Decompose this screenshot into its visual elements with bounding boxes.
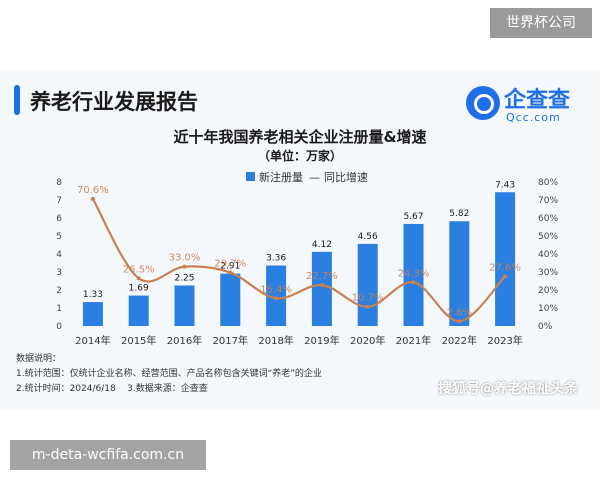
chart: 新注册量 — 同比增速 0 1 2 3 4 5 6 7 8 0% 10% 20% 30% 40% 50% 6… — [56, 170, 558, 347]
bar-value-label: 4.12 — [312, 240, 332, 250]
bar-value-label: 1.33 — [83, 290, 103, 300]
report-title: 养老行业发展报告 — [30, 90, 198, 114]
growth-rate-label: 10.7% — [352, 293, 384, 304]
growth-rate-point — [90, 196, 95, 201]
right-axis-tick-label: 40% — [538, 250, 558, 260]
growth-rate-point — [365, 304, 370, 309]
growth-rate-label: 70.6% — [77, 185, 109, 196]
left-axis-tick-label: 6 — [56, 214, 62, 224]
left-axis-tick-label: 2 — [56, 286, 62, 296]
growth-rate-point — [182, 264, 187, 269]
notes-line-2: 2.统计时间：2024/6/18 3.数据来源：企查查 — [16, 384, 208, 394]
bar-2023年 — [495, 192, 516, 326]
bar-value-label: 7.43 — [495, 180, 515, 190]
qcc-logo: 企查查 Qcc.com — [466, 82, 582, 128]
bar-value-label: 2.91 — [220, 262, 240, 272]
bar-2021年 — [403, 223, 424, 326]
growth-rate-label: 27.6% — [489, 262, 521, 273]
qcc-logo-icon — [466, 86, 500, 120]
bar-value-label: 2.25 — [174, 274, 194, 284]
growth-rate-label: 22.7% — [306, 271, 338, 282]
growth-rate-point — [274, 296, 279, 301]
growth-rate-label: 2.6% — [447, 307, 472, 318]
left-axis-tick-label: 5 — [56, 232, 62, 242]
bar-2017年 — [220, 273, 241, 326]
notes-heading: 数据说明： — [16, 354, 62, 364]
x-axis-labels: 2014年 2015年 2016年 2017年 2018年 2019年 2020年 2021年… — [75, 334, 523, 347]
x-axis-label: 2016年 — [167, 334, 202, 347]
growth-rate-line — [91, 198, 506, 323]
growth-rate-point — [319, 283, 324, 288]
bar-value-label: 4.56 — [358, 232, 378, 242]
growth-rate-label: 15.4% — [260, 284, 292, 295]
growth-rate-label: 33.0% — [169, 253, 201, 264]
x-axis-label: 2015年 — [121, 334, 156, 347]
bar-2022年 — [449, 221, 470, 326]
left-axis-tick-label: 3 — [56, 268, 62, 278]
chart-unit: （单位：万家） — [257, 149, 342, 163]
left-axis-tick-label: 7 — [56, 196, 62, 206]
bar-2014年 — [82, 302, 103, 326]
growth-rate-label: 24.3% — [398, 268, 430, 279]
right-axis-tick-label: 80% — [538, 178, 558, 188]
bar-2015年 — [128, 295, 149, 326]
right-axis-tick-label: 70% — [538, 196, 558, 206]
site-badge: 世界杯公司 — [490, 8, 592, 38]
growth-rate-label: 26.5% — [123, 264, 155, 275]
bar-2019年 — [311, 251, 332, 326]
bottom-caption: m-deta-wcfifa.com.cn — [10, 440, 206, 470]
right-axis-tick-label: 10% — [538, 304, 558, 314]
growth-rate-point — [136, 276, 141, 281]
data-notes: 数据说明： 1.统计范围：仅统计企业名称、经营范围、产品名称包含关键词“养老”的… — [16, 352, 322, 397]
legend: 新注册量 — 同比增速 — [246, 170, 368, 184]
bar-2020年 — [357, 243, 378, 326]
right-axis-tick-label: 0% — [538, 322, 553, 332]
report-card: 养老行业发展报告 企查查 Qcc.com 近十年我国养老相关企业注册量&增速 （… — [0, 70, 600, 410]
left-axis-tick-label: 8 — [56, 178, 62, 188]
bar-value-label: 5.82 — [449, 209, 469, 219]
left-axis-tick-label: 1 — [56, 304, 62, 314]
growth-rate-point — [228, 270, 233, 275]
notes-line-1: 1.统计范围：仅统计企业名称、经营范围、产品名称包含关键词“养老”的企业 — [16, 369, 322, 379]
bar-2018年 — [266, 265, 287, 326]
logo-domain: Qcc.com — [506, 111, 561, 124]
x-axis-label: 2022年 — [442, 334, 477, 347]
chart-title: 近十年我国养老相关企业注册量&增速 — [173, 128, 427, 146]
growth-rate-point — [457, 319, 462, 324]
x-axis-label: 2014年 — [75, 334, 110, 347]
growth-rate-point — [411, 280, 416, 285]
growth-rate-point — [503, 274, 508, 279]
legend-separator: — — [309, 171, 320, 184]
growth-rate-label: 29.7% — [214, 259, 246, 270]
bar-2016年 — [174, 285, 195, 326]
legend-line-label: 同比增速 — [324, 170, 368, 184]
right-axis-tick-label: 30% — [538, 268, 558, 278]
x-axis-label: 2021年 — [396, 334, 431, 347]
left-axis: 0 1 2 3 4 5 6 7 8 — [56, 178, 62, 332]
x-axis-label: 2019年 — [304, 334, 339, 347]
left-axis-tick-label: 4 — [56, 250, 62, 260]
logo-name: 企查查 — [504, 88, 571, 113]
left-axis-tick-label: 0 — [56, 322, 62, 332]
bar-value-label: 1.69 — [129, 284, 149, 294]
right-axis-tick-label: 50% — [538, 232, 558, 242]
bar-series: 1.33 1.69 2.25 2.91 3.36 4.12 4.56 5.67 5.82 7.43 — [83, 180, 515, 326]
right-axis: 0% 10% 20% 30% 40% 50% 60% 70% 80% — [538, 178, 558, 332]
bar-value-label: 5.67 — [403, 212, 423, 222]
line-series: 70.6% 26.5% 33.0% 29.7% 15.4% 22.7% 10.7% 24.3%… — [77, 185, 521, 324]
x-axis-label: 2017年 — [213, 334, 248, 347]
watermark: 搜狐号@养老福祉头条 — [438, 381, 578, 397]
header-accent-bar — [14, 85, 20, 115]
right-axis-tick-label: 20% — [538, 286, 558, 296]
x-axis-label: 2020年 — [350, 334, 385, 347]
right-axis-tick-label: 60% — [538, 214, 558, 224]
bar-value-label: 3.36 — [266, 254, 286, 264]
legend-bar-swatch — [246, 172, 255, 181]
legend-bar-label: 新注册量 — [259, 170, 303, 184]
x-axis-label: 2018年 — [258, 334, 293, 347]
x-axis-label: 2023年 — [487, 334, 522, 347]
